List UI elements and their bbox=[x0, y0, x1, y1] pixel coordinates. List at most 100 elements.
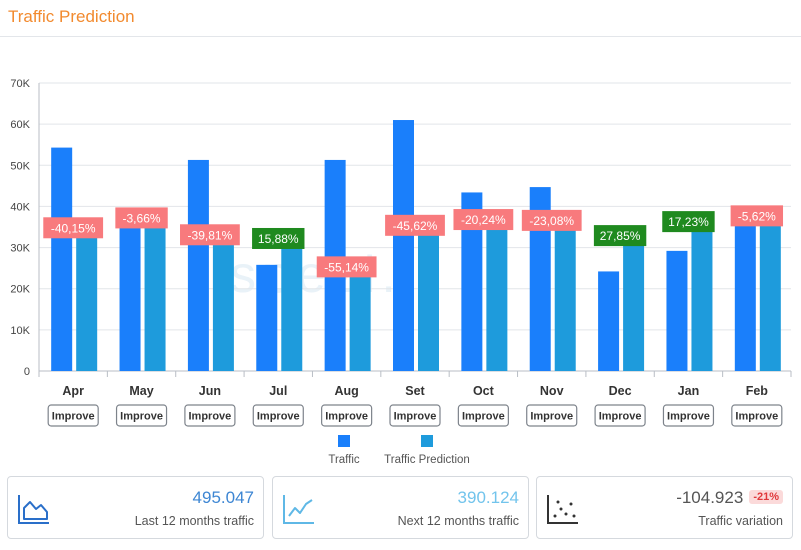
annotation-badge bbox=[180, 224, 240, 246]
improve-button-frame[interactable] bbox=[252, 404, 304, 427]
line-chart-icon bbox=[283, 495, 314, 524]
next-12-months-card: 390.124 Next 12 months traffic bbox=[272, 476, 529, 539]
annotation-text: 17,23% bbox=[668, 215, 709, 229]
x-category-label: Aug bbox=[334, 384, 358, 398]
annotation-text: -3,66% bbox=[123, 211, 161, 225]
improve-button-frame[interactable] bbox=[526, 404, 578, 427]
traffic-bar[interactable] bbox=[256, 264, 278, 371]
traffic-variation-card: -104.923 -21% Traffic variation bbox=[536, 476, 793, 539]
x-category-label: Set bbox=[405, 384, 425, 398]
improve-button[interactable]: Improve bbox=[457, 404, 509, 427]
traffic-bar[interactable] bbox=[734, 215, 756, 371]
traffic-prediction-bar[interactable] bbox=[281, 247, 303, 371]
improve-button[interactable]: Improve bbox=[389, 404, 441, 427]
variation-annotation: 15,88% bbox=[252, 227, 305, 249]
legend-swatch bbox=[338, 435, 350, 447]
improve-button-label[interactable]: Improve bbox=[52, 411, 95, 423]
annotation-badge bbox=[316, 256, 377, 278]
traffic-bar[interactable] bbox=[598, 271, 620, 371]
x-category-label: Nov bbox=[540, 384, 564, 398]
traffic-prediction-bar[interactable] bbox=[76, 237, 98, 371]
annotation-badge bbox=[115, 207, 168, 229]
improve-button-frame[interactable] bbox=[662, 404, 715, 427]
improve-button[interactable]: Improve bbox=[731, 404, 783, 427]
annotation-text: -5,62% bbox=[738, 209, 776, 223]
legend-item-traffic-prediction[interactable]: Traffic Prediction bbox=[384, 435, 470, 466]
improve-button-frame[interactable] bbox=[321, 404, 373, 427]
traffic-prediction-bar[interactable] bbox=[759, 225, 781, 371]
improve-button-frame[interactable] bbox=[115, 404, 168, 427]
traffic-variation-value: -104.923 bbox=[676, 488, 744, 507]
traffic-bar[interactable] bbox=[187, 159, 209, 371]
improve-button-label[interactable]: Improve bbox=[462, 411, 505, 423]
improve-button-label[interactable]: Improve bbox=[530, 411, 573, 423]
improve-button[interactable]: Improve bbox=[594, 404, 646, 427]
traffic-bar[interactable] bbox=[119, 222, 141, 371]
last-12-months-value: 495.047 bbox=[192, 488, 254, 507]
x-category-label: Jan bbox=[678, 384, 700, 398]
improve-button-label[interactable]: Improve bbox=[257, 411, 300, 423]
annotation-badge bbox=[43, 217, 104, 239]
annotation-badge bbox=[662, 211, 715, 233]
traffic-prediction-bar[interactable] bbox=[623, 245, 645, 371]
traffic-prediction-bar[interactable] bbox=[349, 276, 371, 371]
improve-button-frame[interactable] bbox=[731, 404, 783, 427]
improve-button-frame[interactable] bbox=[457, 404, 509, 427]
improve-button-label[interactable]: Improve bbox=[325, 411, 368, 423]
variation-annotation: -5,62% bbox=[730, 205, 784, 227]
annotation-badge bbox=[730, 205, 784, 227]
improve-button-label[interactable]: Improve bbox=[667, 411, 710, 423]
annotation-text: 15,88% bbox=[258, 232, 299, 246]
legend-label: Traffic Prediction bbox=[384, 454, 470, 466]
annotation-badge bbox=[521, 209, 582, 231]
y-tick-label: 0 bbox=[24, 366, 30, 378]
traffic-bar[interactable] bbox=[393, 120, 414, 372]
y-tick-label: 20K bbox=[10, 284, 30, 296]
traffic-prediction-bar[interactable] bbox=[554, 229, 576, 371]
last-12-months-card: 495.047 Last 12 months traffic bbox=[7, 476, 264, 539]
legend-label: Traffic bbox=[328, 454, 360, 466]
legend-swatch bbox=[421, 435, 433, 447]
annotation-badge bbox=[593, 225, 647, 247]
traffic-bar[interactable] bbox=[461, 192, 483, 371]
improve-button[interactable]: Improve bbox=[252, 404, 304, 427]
traffic-prediction-bar[interactable] bbox=[212, 244, 234, 371]
improve-button-frame[interactable] bbox=[594, 404, 646, 427]
variation-percent-badge: -21% bbox=[749, 490, 783, 504]
variation-annotation: -55,14% bbox=[316, 256, 377, 278]
improve-button-label[interactable]: Improve bbox=[735, 411, 778, 423]
traffic-bar[interactable] bbox=[666, 250, 688, 371]
improve-button[interactable]: Improve bbox=[115, 404, 168, 427]
improve-button-label[interactable]: Improve bbox=[394, 411, 437, 423]
annotation-text: -39,81% bbox=[188, 228, 233, 242]
improve-button-label[interactable]: Improve bbox=[120, 411, 163, 423]
next-12-months-value: 390.124 bbox=[457, 488, 519, 507]
improve-button-frame[interactable] bbox=[184, 404, 236, 427]
x-category-label: May bbox=[129, 384, 153, 398]
x-category-label: Feb bbox=[746, 384, 769, 398]
traffic-bar[interactable] bbox=[529, 187, 551, 371]
improve-button-frame[interactable] bbox=[47, 404, 99, 427]
annotation-text: -45,62% bbox=[393, 219, 438, 233]
traffic-bar[interactable] bbox=[51, 147, 73, 371]
improve-button[interactable]: Improve bbox=[526, 404, 578, 427]
traffic-prediction-bar[interactable] bbox=[418, 234, 439, 371]
annotation-badge bbox=[385, 214, 445, 236]
legend-item-traffic[interactable]: Traffic bbox=[328, 435, 360, 466]
improve-button[interactable]: Improve bbox=[47, 404, 99, 427]
improve-button[interactable]: Improve bbox=[321, 404, 373, 427]
variation-annotation: -20,24% bbox=[453, 209, 514, 231]
traffic-prediction-bar[interactable] bbox=[144, 227, 166, 371]
improve-button-label[interactable]: Improve bbox=[189, 411, 232, 423]
improve-button-frame[interactable] bbox=[389, 404, 441, 427]
traffic-prediction-bar[interactable] bbox=[486, 229, 508, 371]
improve-button[interactable]: Improve bbox=[184, 404, 236, 427]
variation-annotation: -40,15% bbox=[43, 217, 104, 239]
improve-button[interactable]: Improve bbox=[662, 404, 715, 427]
header: Traffic Prediction bbox=[0, 0, 801, 37]
improve-button-label[interactable]: Improve bbox=[599, 411, 642, 423]
variation-annotation: 27,85% bbox=[593, 225, 647, 247]
traffic-chart: 0 10K 20K 30K 40K 50K 60K 70K -40,15% Apr Improve -… bbox=[10, 78, 792, 466]
x-category-label: Oct bbox=[473, 384, 495, 398]
traffic-prediction-bar[interactable] bbox=[691, 231, 713, 371]
